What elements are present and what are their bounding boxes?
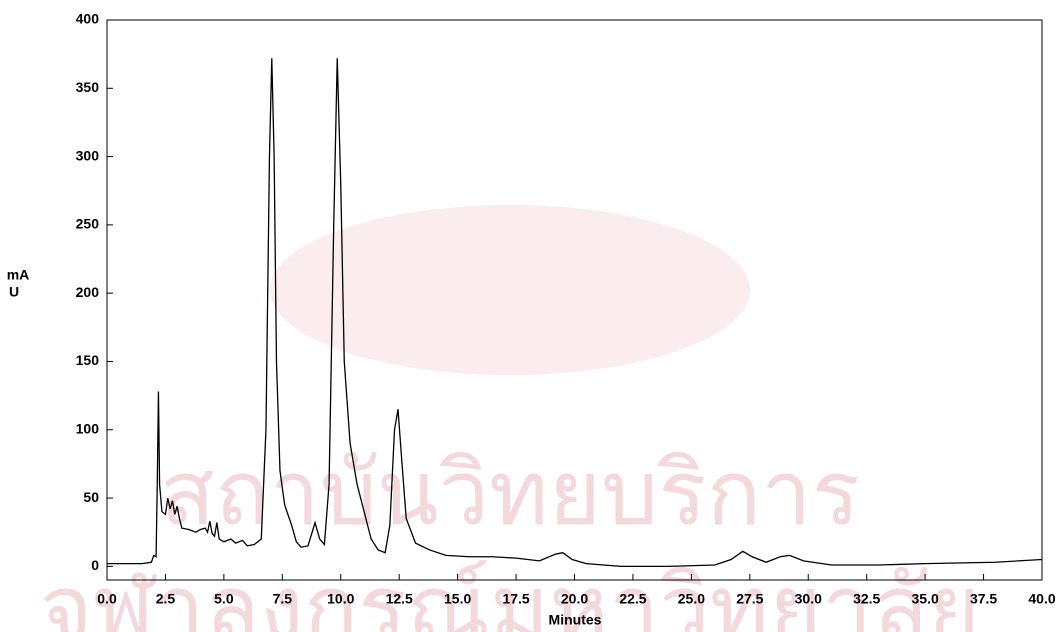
- x-tick-label: 17.5: [502, 591, 529, 607]
- y-tick-label: 200: [76, 284, 100, 300]
- x-tick-label: 30.0: [795, 591, 822, 607]
- x-tick-label: 12.5: [386, 591, 413, 607]
- y-tick-label: 250: [76, 216, 100, 232]
- y-tick-label: 150: [76, 352, 100, 368]
- y-tick-label: 400: [76, 11, 100, 27]
- watermark-text: สถาบันวิทยบริการ: [160, 444, 860, 544]
- y-tick-label: 100: [76, 420, 100, 436]
- x-tick-label: 25.0: [678, 591, 705, 607]
- x-tick-label: 20.0: [561, 591, 588, 607]
- x-tick-label: 32.5: [853, 591, 880, 607]
- x-tick-label: 0.0: [97, 591, 117, 607]
- y-tick-label: 350: [76, 79, 100, 95]
- x-axis-label: Minutes: [549, 612, 602, 628]
- x-tick-label: 2.5: [156, 591, 176, 607]
- x-tick-label: 7.5: [273, 591, 293, 607]
- y-axis-label: U: [9, 284, 19, 300]
- y-tick-label: 300: [76, 147, 100, 163]
- x-tick-label: 10.0: [327, 591, 354, 607]
- x-tick-label: 40.0: [1028, 591, 1055, 607]
- x-tick-label: 27.5: [736, 591, 763, 607]
- x-tick-label: 37.5: [970, 591, 997, 607]
- data-line: [107, 58, 1043, 567]
- watermark-text: จุฬาลงกรณ์มหาวิทยาลัย: [40, 559, 980, 632]
- y-axis-label: mA: [7, 267, 30, 283]
- x-tick-label: 22.5: [619, 591, 646, 607]
- x-tick-label: 15.0: [444, 591, 471, 607]
- y-tick-label: 50: [83, 489, 99, 505]
- x-tick-label: 35.0: [912, 591, 939, 607]
- watermark-shape: [270, 205, 750, 375]
- y-tick-label: 0: [91, 557, 99, 573]
- x-tick-label: 5.0: [214, 591, 234, 607]
